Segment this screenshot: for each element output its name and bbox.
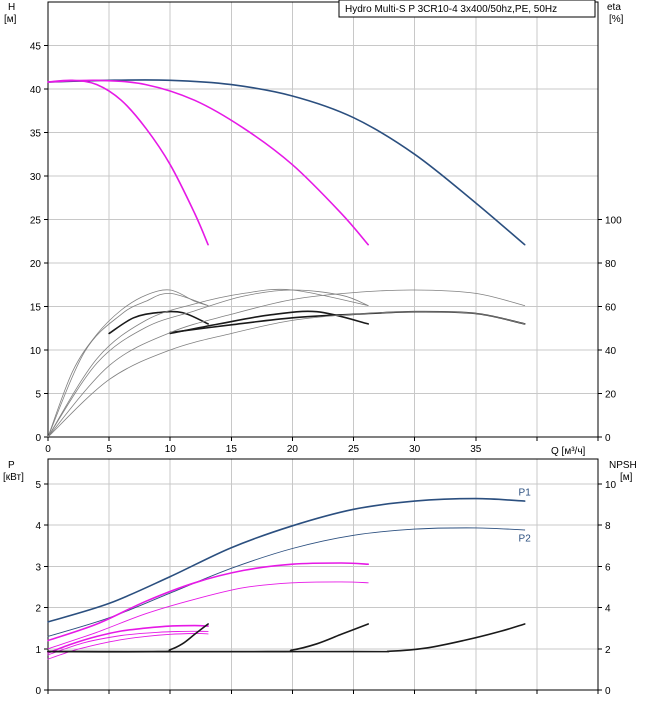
y-tick-label-left: 5 bbox=[35, 480, 41, 491]
top-left-axis-label-1: H bbox=[8, 2, 15, 13]
series-line-NPSH bbox=[47, 623, 209, 653]
power-npsh-chart: 0 1 2 3 4 5 0 2 4 6 8 10 P1 P2 bbox=[35, 458, 617, 697]
series-line-P1 bbox=[47, 562, 369, 642]
y-tick-label-right: 20 bbox=[605, 390, 617, 401]
bottom-left-axis-label-2: [кВт] bbox=[3, 472, 24, 483]
chart-title: Hydro Multi-S P 3CR10-4 3x400/50hz,PE, 5… bbox=[345, 4, 557, 15]
bottom-left-axis-label-1: P bbox=[8, 460, 15, 471]
y-tick-label-right: 60 bbox=[605, 303, 617, 314]
series-line-P1 bbox=[47, 497, 526, 623]
y-tick-label-left: 25 bbox=[30, 216, 42, 227]
series-line-efficiency-envelope bbox=[47, 311, 526, 438]
x-tick-label: 0 bbox=[45, 444, 51, 455]
plot-frame bbox=[47, 458, 599, 691]
y-tick-label-left: 2 bbox=[35, 604, 41, 615]
y-tick-label-left: 0 bbox=[35, 433, 41, 444]
y-tick-label-right: 2 bbox=[605, 645, 611, 656]
x-tick-label: 15 bbox=[226, 444, 238, 455]
series-line-efficiency-envelope bbox=[47, 289, 369, 438]
series-line-head bbox=[47, 79, 369, 246]
y-tick-label-left: 4 bbox=[35, 521, 41, 532]
series-line-efficiency bbox=[108, 310, 209, 335]
series-line-head bbox=[47, 79, 209, 246]
x-tick-label: 10 bbox=[165, 444, 177, 455]
y-tick-label-right: 0 bbox=[605, 433, 611, 444]
y-tick-label-left: 5 bbox=[35, 390, 41, 401]
series-line-efficiency-envelope bbox=[47, 288, 369, 438]
y-tick-label-left: 20 bbox=[30, 259, 42, 270]
x-tick-label: 5 bbox=[106, 444, 112, 455]
top-right-axis-label-1: eta bbox=[607, 2, 621, 13]
top-left-axis-label-2: [м] bbox=[4, 14, 17, 25]
y-tick-label-left: 0 bbox=[35, 686, 41, 697]
y-tick-label-left: 30 bbox=[30, 172, 42, 183]
series-line-P2 bbox=[47, 633, 209, 660]
x-axis-label: Q [м³/ч] bbox=[551, 446, 586, 457]
series-line-efficiency bbox=[169, 310, 369, 335]
y-tick-label-right: 100 bbox=[605, 216, 622, 227]
y-tick-label-right: 6 bbox=[605, 562, 611, 573]
title-box bbox=[338, 0, 596, 18]
y-tick-label-right: 40 bbox=[605, 346, 617, 357]
x-tick-label: 20 bbox=[287, 444, 299, 455]
y-tick-label-left: 15 bbox=[30, 303, 42, 314]
x-tick-label: 25 bbox=[348, 444, 360, 455]
y-tick-label-left: 40 bbox=[30, 85, 42, 96]
series-line-NPSH bbox=[47, 623, 526, 653]
series-line-head bbox=[47, 79, 526, 246]
y-tick-label-right: 4 bbox=[605, 604, 611, 615]
bottom-right-axis-label-2: [м] bbox=[620, 472, 633, 483]
series-line-P1 bbox=[47, 630, 209, 656]
y-tick-label-right: 0 bbox=[605, 686, 611, 697]
series-label-P2: P2 bbox=[519, 534, 532, 545]
series-line-NPSH bbox=[47, 623, 369, 653]
series-line-P1 bbox=[47, 624, 209, 654]
series-line-efficiency-envelope bbox=[47, 289, 526, 438]
head-efficiency-chart: 0 5 10 15 20 25 30 35 40 45 0 20 40 60 80 100 0 5 10 15 20 25… bbox=[30, 1, 622, 455]
series-line-P2 bbox=[47, 581, 369, 650]
y-tick-label-left: 45 bbox=[30, 42, 42, 53]
y-tick-label-left: 1 bbox=[35, 645, 41, 656]
y-tick-label-right: 8 bbox=[605, 521, 611, 532]
x-tick-label: 30 bbox=[409, 444, 421, 455]
series-label-P1: P1 bbox=[519, 487, 532, 498]
bottom-right-axis-label-1: NPSH bbox=[609, 460, 637, 471]
y-tick-label-left: 3 bbox=[35, 562, 41, 573]
y-tick-label-right: 80 bbox=[605, 259, 617, 270]
x-tick-label: 35 bbox=[470, 444, 482, 455]
y-tick-label-left: 10 bbox=[30, 346, 42, 357]
y-tick-label-right: 10 bbox=[605, 480, 617, 491]
series-line-efficiency-envelope bbox=[47, 289, 209, 438]
y-tick-label-left: 35 bbox=[30, 129, 42, 140]
series-line-P2 bbox=[47, 527, 526, 637]
series-line-efficiency-envelope bbox=[47, 292, 209, 438]
top-right-axis-label-2: [%] bbox=[609, 14, 624, 25]
